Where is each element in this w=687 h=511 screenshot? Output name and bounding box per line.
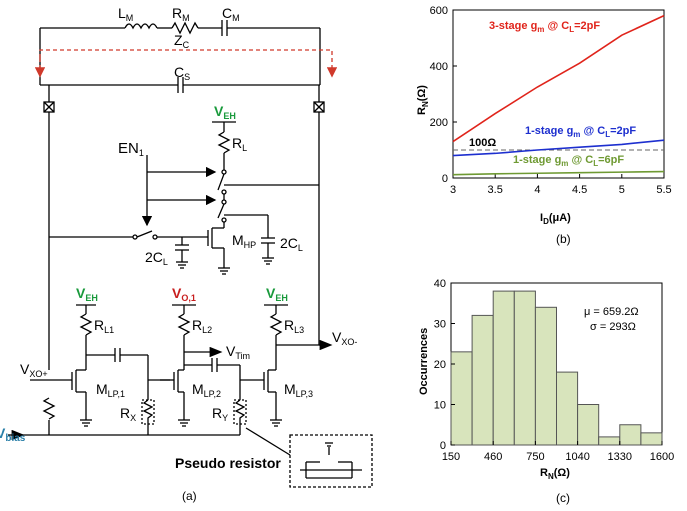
resistor-rl1 [79,313,93,336]
chart-c-x-axis-title: RN(Ω) [540,467,570,481]
histogram-bar [577,404,600,446]
label-rl: RL [232,135,247,153]
label-mlp3: MLP,3 [284,381,313,399]
circuit-schematic [8,20,373,488]
stat-mean: μ = 659.2Ω [584,306,639,318]
histogram-bar [640,432,663,446]
circuit-labels: LM RM CM ZC CS EN1 VEH RL MHP 2CL 2CL VE… [0,5,357,503]
chart-b-y-tick-label: 0 [442,173,448,185]
chart-c-x-tick-label: 150 [442,451,460,463]
chart-c-y-axis-title: Occurrences [418,328,430,395]
chart-c-x-tick-label: 1330 [608,451,632,463]
chart-b-series-line [452,14,665,143]
label-veh-1: VEH [76,285,98,303]
chart-b-y-ticks: 0 200 400 600 [430,5,457,185]
chart-c-y-tick-label: 30 [434,319,446,331]
chart-c-y-tick-label: 10 [434,400,446,412]
histogram-bar [492,290,515,446]
chart-c-y-tick-label: 0 [440,440,446,452]
chart-b-x-tick-label: 5.5 [656,184,671,196]
chart-c: 0 10 20 30 40 150 460 750 1040 1330 1600 μ = 659.… [418,278,674,505]
label-ry: RY [212,405,228,423]
chart-c-x-tick-label: 750 [526,451,544,463]
label-vtim: VTim [226,343,250,361]
label-vbias: Vbias [0,425,26,444]
label-mlp1: MLP,1 [96,381,125,399]
histogram-bar [598,436,621,446]
resistor-rl [217,131,231,154]
stat-sigma: σ = 293Ω [590,321,636,333]
label-veh-top: VEH [214,103,236,121]
pseudo-resistor-inset [289,434,373,488]
label-veh-3: VEH [266,285,288,303]
chart-b-x-tick-label: 5 [619,184,625,196]
chart-c-y-tick-label: 40 [434,278,446,290]
chart-b-x-axis-title: ID(μA) [540,212,571,226]
chart-b-x-tick-label: 3 [450,184,456,196]
resistor-rl3 [269,313,283,336]
chart-b-x-tick-label: 3.5 [488,184,503,196]
chart-b-series: 3-stage gm @ CL=2pF 1-stage gm @ CL=2pF 1-… [452,14,665,176]
chart-b-series-line [452,170,665,176]
caption-c: (c) [556,491,570,505]
label-rm: RM [172,5,190,23]
reference-label: 100Ω [469,137,496,149]
chart-b-series-label: 1-stage gm @ CL=6pF [513,154,624,168]
chart-c-x-tick-label: 1040 [565,451,589,463]
chart-b-series-label: 3-stage gm @ CL=2pF [489,20,600,34]
label-lm: LM [118,5,133,23]
label-cs: CS [174,64,190,82]
chart-b-x-ticks: 3 3.5 4 4.5 5 5.5 [450,174,672,196]
chart-c-x-ticks: 150 460 750 1040 1330 1600 [442,441,674,463]
caption-b: (b) [556,232,571,246]
histogram-bar [513,290,536,446]
chart-b-plot-area [452,9,665,179]
zc-impedance-arrow [39,49,338,78]
chart-c-bars [450,290,663,446]
chart-b: 0 200 400 600 3 3.5 4 4.5 5 5.5 100Ω 3-stage gm … [416,5,672,246]
chart-b-y-tick-label: 200 [430,117,448,129]
resistor-rl2 [177,313,191,336]
chart-c-y-tick-label: 20 [434,359,446,371]
chart-b-series-label: 1-stage gm @ CL=2pF [525,125,636,139]
chart-b-y-tick-label: 400 [430,61,448,73]
resistor-bias [42,397,56,420]
label-vxo-plus: VXO+ [20,361,48,379]
label-vo1: VO,1 [172,285,196,303]
chart-b-x-tick-label: 4 [534,184,540,196]
histogram-bar [534,306,558,446]
histogram-bar [471,314,494,446]
inductor-lm [124,23,158,30]
resistor-rm [171,21,199,35]
chart-c-x-tick-label: 460 [484,451,502,463]
label-mlp2: MLP,2 [192,381,221,399]
label-2cl-right: 2CL [280,235,303,253]
histogram-bar [619,424,642,446]
label-cm: CM [222,5,240,23]
chart-b-x-tick-label: 4.5 [572,184,587,196]
label-2cl-left: 2CL [145,249,168,267]
label-zc: ZC [174,32,190,50]
label-rl3: RL3 [284,317,304,335]
chart-c-x-tick-label: 1600 [650,451,674,463]
chart-b-y-axis-title: RN(Ω) [416,85,430,115]
label-pseudo-resistor: Pseudo resistor [175,455,281,471]
chart-c-y-ticks: 0 10 20 30 40 [434,278,455,452]
label-rl1: RL1 [94,317,114,335]
label-rl2: RL2 [192,317,212,335]
label-en1: EN1 [118,140,144,158]
chart-b-y-tick-label: 600 [430,5,448,17]
histogram-bar [450,351,473,446]
histogram-bar [556,371,579,446]
label-mhp: MHP [232,232,256,250]
label-vxo-minus: VXO- [332,329,357,347]
label-rx: RX [120,405,136,423]
caption-a: (a) [182,489,197,503]
chart-b-series-line [452,139,665,157]
